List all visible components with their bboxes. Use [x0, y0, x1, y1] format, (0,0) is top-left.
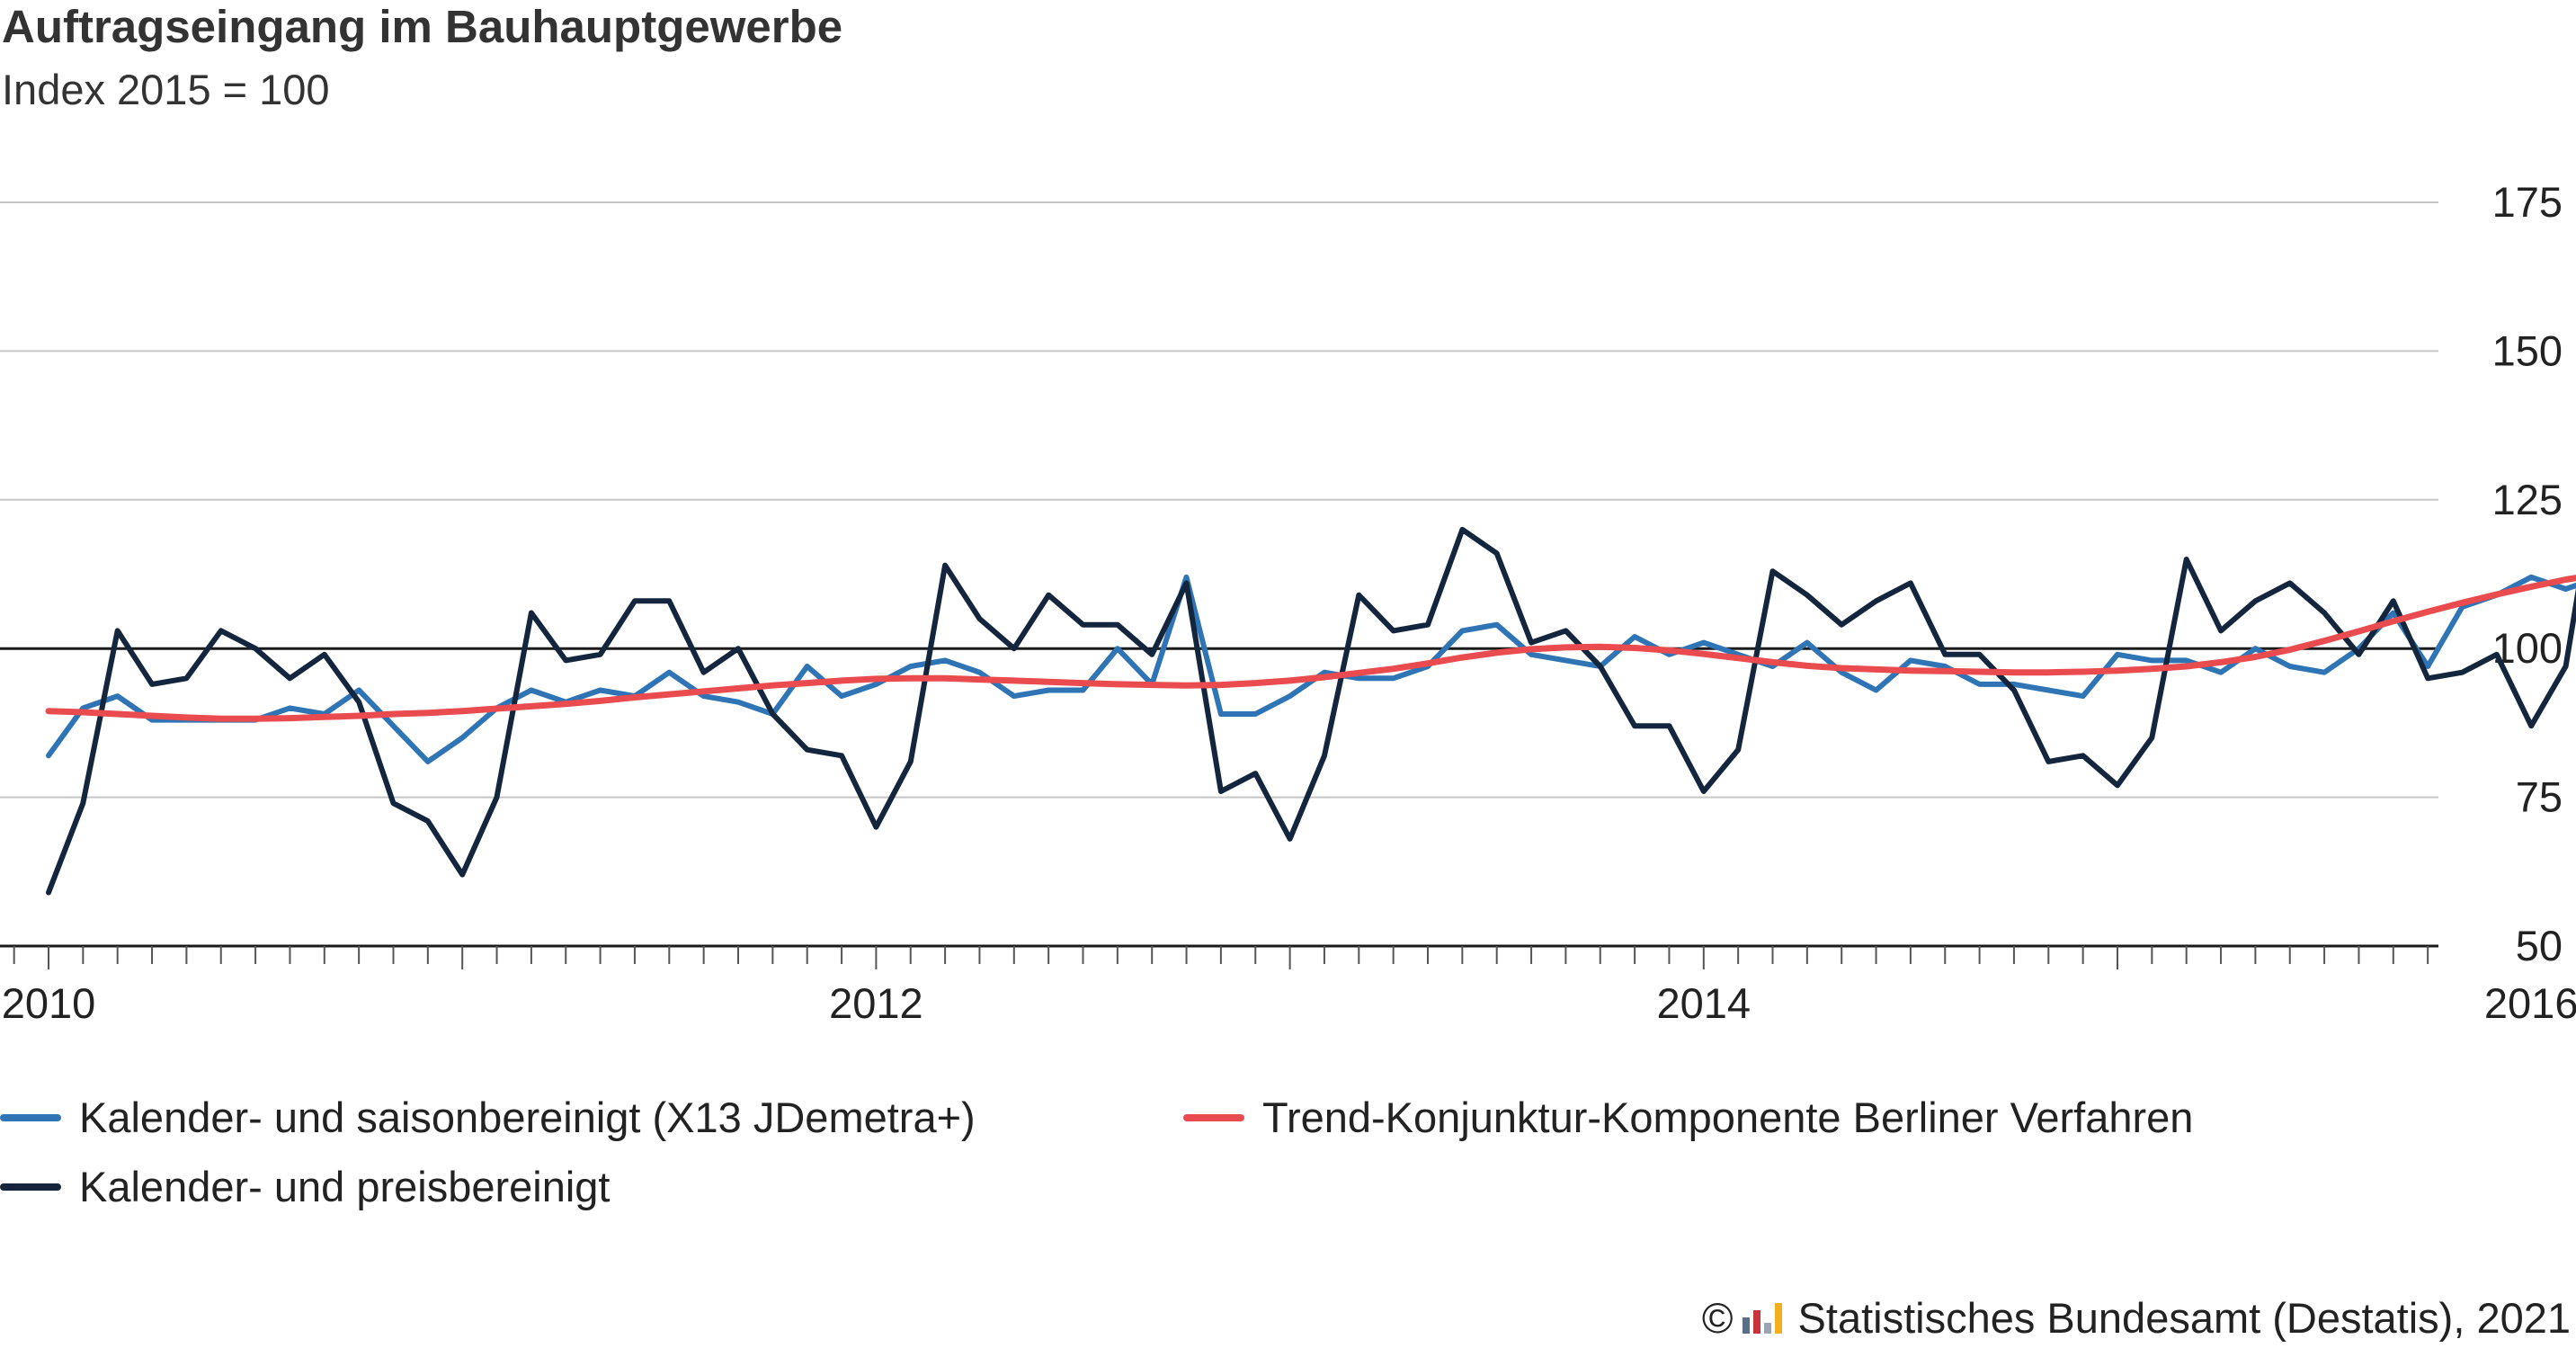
source-credit: © Statistisches Bundesamt (Destatis), 20… [1702, 1293, 2571, 1343]
y-tick-label-50: 50 [2516, 922, 2563, 969]
chart-subtitle: Index 2015 = 100 [2, 66, 330, 113]
legend-label-saisonbereinigt: Kalender- und saisonbereinigt (X13 JDeme… [79, 1094, 976, 1141]
x-tick-label-2012: 2012 [829, 979, 923, 1027]
destatis-logo-icon [1742, 1302, 1786, 1334]
x-tick-label-2010: 2010 [2, 979, 96, 1027]
legend-label-trend: Trend-Konjunktur-Komponente Berliner Ver… [1262, 1094, 2194, 1141]
legend-item-preisbereinigt: Kalender- und preisbereinigt [0, 1162, 610, 1211]
series-line-preisbereinigt [46, 526, 2576, 896]
y-tick-label-175: 175 [2492, 178, 2563, 226]
grid-lines [0, 201, 2438, 799]
legend-item-saisonbereinigt: Kalender- und saisonbereinigt (X13 JDeme… [0, 1093, 976, 1142]
legend-swatch-trend [1183, 1113, 1244, 1121]
legend-swatch-saisonbereinigt [0, 1113, 61, 1121]
x-tick-label-2016: 2016 [2484, 979, 2576, 1027]
y-tick-label-125: 125 [2492, 476, 2563, 523]
legend-label-preisbereinigt: Kalender- und preisbereinigt [79, 1163, 611, 1210]
y-tick-label-150: 150 [2492, 326, 2563, 374]
series-lines [45, 526, 2576, 896]
copyright-symbol: © [1701, 1294, 1734, 1342]
x-axis [0, 944, 2438, 969]
x-tick-label-2014: 2014 [1657, 979, 1752, 1027]
series-line-trend [45, 575, 2576, 722]
source-text: Statistisches Bundesamt (Destatis), 2021 [1797, 1294, 2571, 1342]
chart-title: Auftragseingang im Bauhauptgewerbe [2, 1, 843, 52]
x-axis-tick-labels: 201020122014201620182020 [2, 979, 2576, 1027]
legend-swatch-preisbereinigt [0, 1183, 61, 1191]
y-tick-label-75: 75 [2516, 773, 2563, 821]
legend-item-trend: Trend-Konjunktur-Komponente Berliner Ver… [1183, 1093, 2193, 1142]
